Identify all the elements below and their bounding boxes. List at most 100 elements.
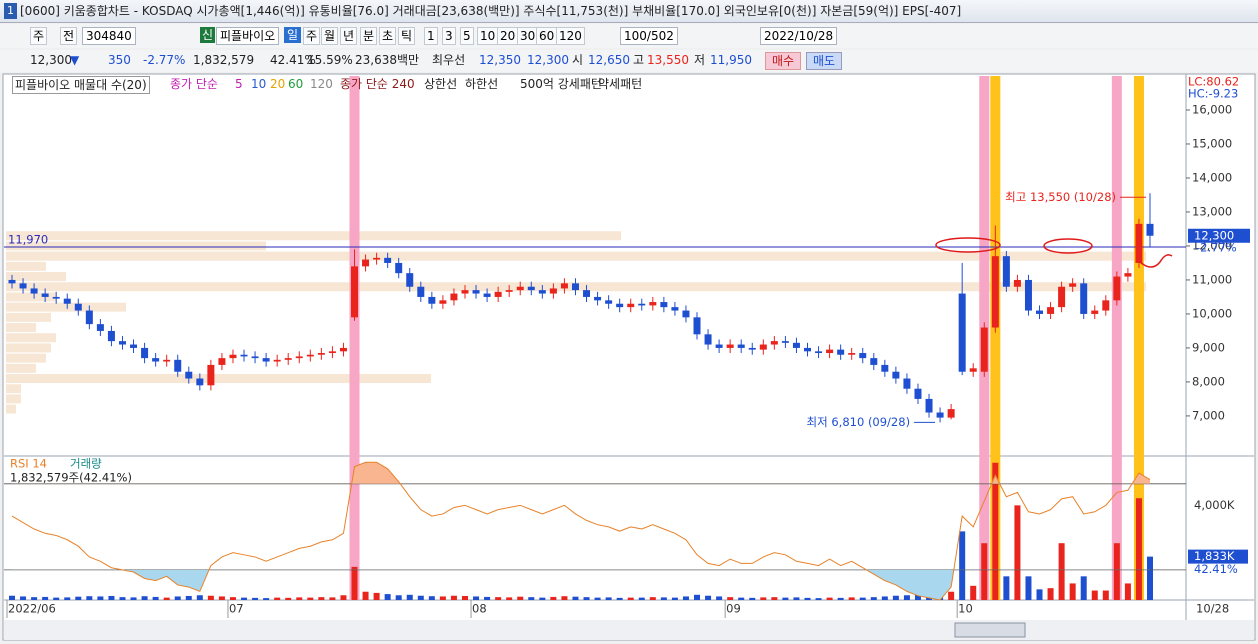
- toolbar-item[interactable]: 20: [497, 27, 519, 45]
- toolbar-item[interactable]: 신: [200, 27, 216, 43]
- volume-bar: [649, 597, 656, 600]
- rsi-last-label: 42.41%: [1194, 562, 1238, 576]
- volume-bar: [1025, 576, 1032, 600]
- volume-bar: [583, 597, 590, 600]
- candle-body: [384, 257, 392, 263]
- candle-body: [1002, 256, 1010, 287]
- volume-bar: [550, 596, 557, 600]
- volume-bar: [373, 592, 380, 600]
- candle-body: [207, 364, 215, 386]
- volume-profile-bar: [6, 404, 16, 414]
- candle-body: [638, 303, 646, 306]
- y-tick-label: 14,000: [1192, 170, 1232, 184]
- volume-bar: [428, 596, 435, 600]
- x-tick-label: 10: [958, 602, 973, 616]
- toolbar-item[interactable]: 1: [424, 27, 438, 45]
- candle-body: [450, 293, 458, 301]
- x-tick-label: 07: [229, 602, 244, 616]
- volume-bar: [914, 594, 921, 600]
- toolbar-item[interactable]: 틱: [398, 27, 416, 45]
- volume-bar: [716, 596, 723, 600]
- candle-body: [439, 300, 447, 304]
- y-tick-label: 16,000: [1192, 102, 1232, 116]
- toolbar-item[interactable]: 전: [60, 27, 78, 45]
- volume-bar: [959, 531, 966, 600]
- toolbar-item[interactable]: 5: [460, 27, 474, 45]
- candle-body: [826, 349, 834, 354]
- volume-bar: [694, 594, 701, 600]
- candle-body: [892, 371, 900, 379]
- volume-bar: [473, 596, 480, 600]
- scrollbar[interactable]: [4, 620, 1254, 640]
- volume-bar: [75, 596, 82, 600]
- volume-profile-bar: [6, 394, 21, 404]
- volume-bar: [484, 596, 491, 600]
- quote-item[interactable]: 매수: [765, 52, 802, 70]
- x-tick-label: 09: [726, 602, 741, 616]
- candle-body: [815, 351, 823, 354]
- scroll-thumb[interactable]: [954, 622, 1026, 638]
- volume-bar: [495, 597, 502, 600]
- last-price-box: [1188, 228, 1250, 243]
- toolbar-item[interactable]: 초: [379, 27, 397, 45]
- candle-body: [671, 307, 679, 311]
- volume-tick-label: 4,000K: [1194, 498, 1235, 512]
- y-tick-label: 7,000: [1192, 408, 1225, 422]
- candle-body: [848, 353, 856, 355]
- candle-body: [395, 262, 403, 274]
- toolbar-item[interactable]: 2022/10/28: [760, 27, 838, 45]
- toolbar-item[interactable]: 피플바이오: [216, 27, 280, 45]
- toolbar-item[interactable]: 년: [340, 27, 358, 45]
- hand-drawn-mark: [1139, 254, 1173, 268]
- volume-bar: [42, 596, 49, 600]
- toolbar-item[interactable]: 3: [442, 27, 456, 45]
- candle-body: [494, 291, 502, 297]
- legend-item: 5: [235, 77, 243, 91]
- toolbar-item[interactable]: 100/502: [620, 27, 678, 45]
- quote-bar: 12,300 ▼ 350 -2.77% 1,832,579 42.41% 15.59% 23,…: [0, 50, 1258, 72]
- candle-body: [759, 344, 767, 350]
- toolbar-item[interactable]: 일: [284, 27, 302, 43]
- legend-item: 120: [310, 77, 333, 91]
- legend-item: 피플바이오 매물대 수(20): [12, 76, 150, 94]
- quote-item: 13,550: [647, 53, 689, 67]
- toolbar-item[interactable]: 60: [536, 27, 558, 45]
- toolbar-item[interactable]: 주: [303, 27, 321, 45]
- volume-bar: [561, 596, 568, 600]
- volume-bar: [1047, 588, 1054, 600]
- candle-body: [373, 257, 381, 260]
- candle-body: [605, 300, 613, 304]
- volume-bar: [671, 597, 678, 600]
- volume-profile-bar: [6, 241, 266, 251]
- quote-item: 15.59%: [307, 53, 353, 67]
- volume-bar: [31, 597, 38, 600]
- quote-item: 최우선: [432, 53, 466, 67]
- toolbar-item[interactable]: 120: [556, 27, 585, 45]
- candle-body: [351, 266, 359, 318]
- candle-body: [273, 359, 281, 362]
- candle-body: [1013, 279, 1021, 287]
- toolbar-item[interactable]: 10: [477, 27, 499, 45]
- toolbar-item[interactable]: 304840: [82, 27, 136, 45]
- x-tick-label: 2022/06: [8, 602, 56, 616]
- candle-body: [936, 412, 944, 418]
- quote-item: 12,650: [588, 53, 630, 67]
- candle-body: [594, 296, 602, 301]
- candle-body: [284, 358, 292, 360]
- window-number: 1: [4, 3, 17, 19]
- quote-item[interactable]: 매도: [806, 52, 843, 70]
- toolbar-item[interactable]: 주: [30, 27, 48, 45]
- toolbar-item[interactable]: 월: [321, 27, 339, 45]
- candle-body: [19, 283, 27, 289]
- last-price-label: 12,300: [1194, 228, 1234, 242]
- volume-bar: [196, 595, 203, 600]
- volume-bar: [682, 596, 689, 600]
- candle-body: [549, 288, 557, 294]
- lower-legend: 1,832,579주(42.41%): [10, 471, 132, 485]
- toolbar-item[interactable]: 분: [360, 27, 378, 45]
- legend-item: 500억 강세패턴: [520, 77, 602, 91]
- volume-bar: [252, 597, 259, 600]
- volume-bar: [285, 597, 292, 600]
- volume-bar: [384, 594, 391, 600]
